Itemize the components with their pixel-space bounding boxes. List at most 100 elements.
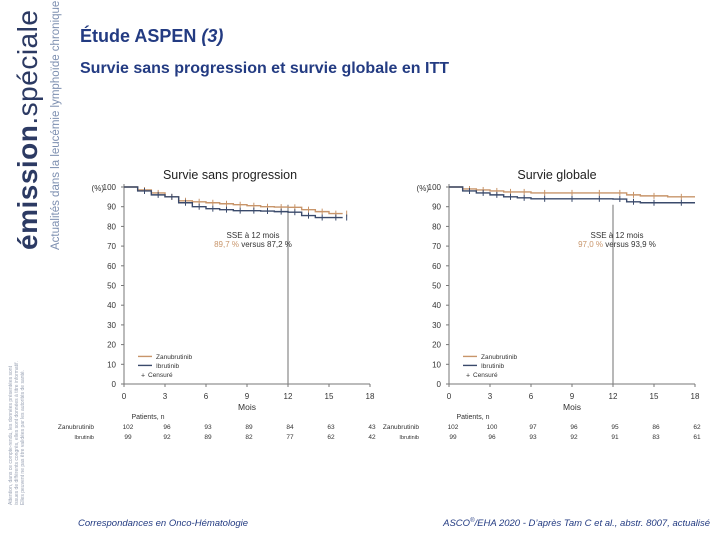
y-tick-label: 10 bbox=[432, 360, 441, 369]
risk-table-cell: 100 bbox=[487, 424, 498, 431]
brand-sidebar: émission.spéciale Actualités dans la leu… bbox=[0, 0, 62, 520]
brand-tagline: Actualités dans la leucémie lymphoïde ch… bbox=[50, 0, 62, 250]
y-axis-label: (%) bbox=[92, 184, 105, 193]
x-tick-label: 18 bbox=[366, 392, 375, 401]
x-tick-label: 12 bbox=[609, 392, 618, 401]
risk-table-cell: 96 bbox=[570, 424, 578, 431]
legend-censored: Censuré bbox=[148, 372, 173, 379]
risk-table-row-label: Zanubrutinib bbox=[383, 424, 420, 431]
y-tick-label: 80 bbox=[107, 222, 116, 231]
y-tick-label: 30 bbox=[432, 321, 441, 330]
risk-table-cell: 42 bbox=[368, 434, 376, 441]
x-tick-label: 6 bbox=[204, 392, 209, 401]
x-tick-label: 3 bbox=[163, 392, 168, 401]
zanubrutinib-value: 97,0 % bbox=[578, 240, 603, 249]
risk-table-header: Patients, n bbox=[131, 414, 164, 421]
risk-table-cell: 92 bbox=[163, 434, 171, 441]
y-tick-label: 70 bbox=[107, 242, 116, 251]
x-tick-label: 0 bbox=[447, 392, 452, 401]
annotation-label: SSE à 12 mois bbox=[227, 231, 280, 240]
legend-censored: Censuré bbox=[473, 372, 498, 379]
pfs-chart-svg: Survie sans progression(%)01020304050607… bbox=[58, 168, 376, 441]
risk-table-cell: 99 bbox=[449, 434, 457, 441]
y-tick-label: 60 bbox=[107, 262, 116, 271]
y-axis-label: (%) bbox=[417, 184, 430, 193]
risk-table-cell: 86 bbox=[652, 424, 660, 431]
legend-ibrutinib: Ibrutinib bbox=[156, 363, 180, 370]
brand-logo: émission.spéciale bbox=[12, 9, 43, 250]
zanubrutinib-curve bbox=[449, 186, 695, 198]
x-tick-label: 15 bbox=[325, 392, 334, 401]
slide-subtitle: Survie sans progression et survie global… bbox=[80, 60, 449, 77]
risk-table-cell: 84 bbox=[286, 424, 294, 431]
legend-zanubrutinib: Zanubrutinib bbox=[156, 354, 193, 361]
y-tick-label: 40 bbox=[107, 301, 116, 310]
risk-table-row-label: Ibrutinib bbox=[74, 435, 94, 441]
x-tick-label: 15 bbox=[650, 392, 659, 401]
risk-table-cell: 83 bbox=[652, 434, 660, 441]
risk-table-cell: 62 bbox=[693, 424, 701, 431]
x-tick-label: 0 bbox=[122, 392, 127, 401]
y-tick-label: 50 bbox=[107, 282, 116, 291]
risk-table-cell: 63 bbox=[327, 424, 335, 431]
legend-ibrutinib: Ibrutinib bbox=[481, 363, 505, 370]
risk-table-row-label: Ibrutinib bbox=[399, 435, 419, 441]
y-tick-label: 90 bbox=[107, 203, 116, 212]
os-chart: Survie globale (%) 0 10 20 30 40 50 60 70 80 90 100 0… bbox=[383, 160, 715, 450]
risk-table-cell: 89 bbox=[204, 434, 212, 441]
risk-table-cell: 93 bbox=[204, 424, 212, 431]
risk-table-cell: 95 bbox=[611, 424, 619, 431]
risk-table-cell: 43 bbox=[368, 424, 376, 431]
annotation-label: SSE à 12 mois bbox=[591, 231, 644, 240]
risk-table-cell: 99 bbox=[124, 434, 132, 441]
x-tick-label: 9 bbox=[570, 392, 575, 401]
risk-table-cell: 89 bbox=[245, 424, 253, 431]
legend-censor-symbol: + bbox=[466, 372, 470, 379]
y-tick-label: 40 bbox=[432, 301, 441, 310]
x-tick-label: 18 bbox=[691, 392, 700, 401]
y-tick-label: 30 bbox=[107, 321, 116, 330]
slide-title: Étude ASPEN (3) bbox=[80, 26, 224, 46]
risk-table-cell: 102 bbox=[123, 424, 134, 431]
y-tick-label: 80 bbox=[432, 222, 441, 231]
annotation-values: 97,0 % versus 93,9 % bbox=[578, 240, 656, 249]
risk-table-cell: 97 bbox=[529, 424, 537, 431]
ibrutinib-value: versus 87,2 % bbox=[239, 240, 292, 249]
chart-title: Survie globale bbox=[517, 168, 596, 182]
y-tick-label: 90 bbox=[432, 203, 441, 212]
risk-table-cell: 102 bbox=[448, 424, 459, 431]
risk-table-cell: 62 bbox=[327, 434, 335, 441]
y-tick-label: 60 bbox=[432, 262, 441, 271]
x-axis-label: Mois bbox=[563, 402, 581, 412]
risk-table-cell: 91 bbox=[611, 434, 619, 441]
y-tick-label: 20 bbox=[432, 341, 441, 350]
y-tick-label: 100 bbox=[428, 183, 442, 192]
legend-censor-symbol: + bbox=[141, 372, 145, 379]
zanubrutinib-curve bbox=[124, 186, 343, 215]
risk-table-cell: 61 bbox=[693, 434, 701, 441]
risk-table-header: Patients, n bbox=[456, 414, 489, 421]
brand-disclaimer: Attention, dans ce compte-rendu, les don… bbox=[8, 361, 26, 505]
x-axis-label: Mois bbox=[238, 402, 256, 412]
ibrutinib-value: versus 93,9 % bbox=[603, 240, 656, 249]
y-tick-label: 50 bbox=[432, 282, 441, 291]
footer-source: ASCO®/EHA 2020 - D’après Tam C et al., a… bbox=[443, 518, 710, 530]
y-tick-label: 10 bbox=[107, 360, 116, 369]
risk-table-cell: 77 bbox=[286, 434, 294, 441]
x-tick-label: 3 bbox=[488, 392, 493, 401]
x-tick-label: 9 bbox=[245, 392, 250, 401]
y-tick-label: 0 bbox=[437, 380, 442, 389]
risk-table-cell: 96 bbox=[488, 434, 496, 441]
zanubrutinib-value: 89,7 % bbox=[214, 240, 239, 249]
pfs-chart: Survie sans progression (%) 0 10 20 30 40 50 60 7… bbox=[58, 160, 390, 450]
y-tick-label: 70 bbox=[432, 242, 441, 251]
x-tick-label: 12 bbox=[284, 392, 293, 401]
x-tick-label: 6 bbox=[529, 392, 534, 401]
ibrutinib-curve bbox=[449, 186, 695, 204]
risk-table-cell: 92 bbox=[570, 434, 578, 441]
risk-table-cell: 82 bbox=[245, 434, 253, 441]
risk-table-cell: 93 bbox=[529, 434, 537, 441]
footer-journal: Correspondances en Onco-Hématologie bbox=[78, 518, 249, 529]
y-tick-label: 100 bbox=[103, 183, 117, 192]
risk-table-cell: 96 bbox=[163, 424, 171, 431]
